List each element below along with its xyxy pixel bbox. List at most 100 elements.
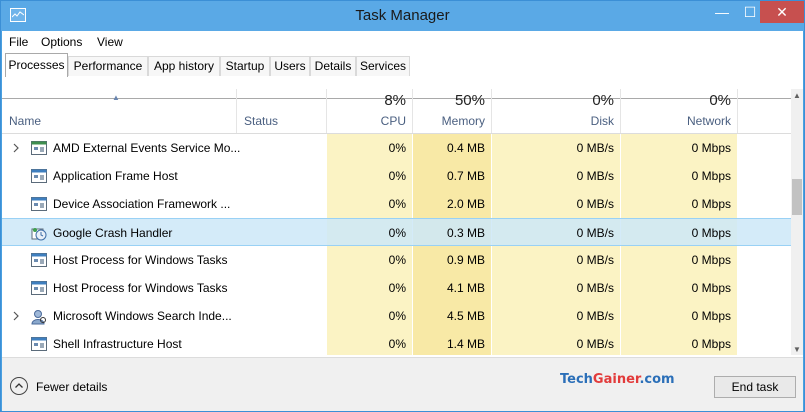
task-manager-app-icon[interactable] <box>10 8 26 22</box>
process-memory-value: 0.7 MB <box>446 169 485 183</box>
process-cpu-value: 0% <box>388 253 406 267</box>
process-disk-value: 0 MB/s <box>576 141 614 155</box>
process-cpu-value: 0% <box>388 169 406 183</box>
process-network-value: 0 Mbps <box>691 253 731 267</box>
expand-chevron-icon[interactable] <box>12 310 20 321</box>
close-button[interactable]: ✕ <box>760 1 804 23</box>
process-disk-value: 0 MB/s <box>576 197 614 211</box>
footer-bar: Fewer details TechGainer.com End task <box>2 357 803 411</box>
process-memory-value: 4.1 MB <box>446 281 485 295</box>
process-network-value: 0 Mbps <box>691 281 731 295</box>
column-separator <box>737 89 738 133</box>
title-bar[interactable]: Task Manager — ☐ ✕ <box>1 1 804 31</box>
process-row[interactable]: Host Process for Windows Tasks 0% 4.1 MB 0 … <box>2 274 791 302</box>
sort-ascending-icon: ▲ <box>112 93 120 102</box>
column-separator <box>491 89 492 133</box>
process-name: Host Process for Windows Tasks <box>53 253 228 267</box>
end-task-button[interactable]: End task <box>714 376 796 398</box>
tab-app-history[interactable]: App history <box>148 56 220 76</box>
process-disk-value: 0 MB/s <box>576 169 614 183</box>
search-indexer-icon <box>31 309 47 325</box>
scroll-down-arrow-icon[interactable]: ▼ <box>793 345 801 354</box>
column-separator <box>620 89 621 133</box>
expand-chevron-icon[interactable] <box>12 142 20 153</box>
column-header: ▲ Name Status 8% CPU 50% Memory 0% Disk <box>2 89 791 134</box>
process-row[interactable]: AMD External Events Service Mo... 0% 0.4 M… <box>2 134 791 162</box>
process-row[interactable]: Google Crash Handler 0% 0.3 MB 0 MB/s 0 Mbps <box>2 218 791 246</box>
tab-processes[interactable]: Processes <box>5 53 68 77</box>
process-name: Host Process for Windows Tasks <box>53 281 228 295</box>
scroll-up-arrow-icon[interactable]: ▲ <box>793 91 801 100</box>
process-row[interactable]: Host Process for Windows Tasks 0% 0.9 MB 0 … <box>2 246 791 274</box>
app-window-icon <box>31 281 47 295</box>
status-column-label: Status <box>244 114 279 128</box>
process-disk-value: 0 MB/s <box>576 337 614 351</box>
minimize-button[interactable]: — <box>715 4 729 20</box>
scrollbar-thumb[interactable] <box>792 179 802 215</box>
app-window-icon <box>31 169 47 183</box>
fewer-details-icon[interactable] <box>10 377 28 395</box>
tab-users[interactable]: Users <box>270 56 310 76</box>
tab-startup[interactable]: Startup <box>220 56 270 76</box>
cpu-column-label: CPU <box>380 114 406 128</box>
process-disk-value: 0 MB/s <box>576 253 614 267</box>
process-cpu-value: 0% <box>388 281 406 295</box>
process-cpu-value: 0% <box>388 226 406 240</box>
column-separator <box>326 89 327 133</box>
menu-view[interactable]: View <box>97 35 123 49</box>
process-row[interactable]: Microsoft Windows Search Inde... 0% 4.5 MB… <box>2 302 791 330</box>
menu-options[interactable]: Options <box>41 35 83 49</box>
menu-file[interactable]: File <box>9 35 29 49</box>
process-network-value: 0 Mbps <box>691 309 731 323</box>
process-name: AMD External Events Service Mo... <box>53 141 241 155</box>
tab-performance[interactable]: Performance <box>68 56 148 76</box>
watermark-com: .com <box>639 372 675 387</box>
column-separator <box>236 89 237 133</box>
vertical-scrollbar[interactable]: ▲ ▼ <box>791 89 803 355</box>
process-memory-value: 0.4 MB <box>446 141 485 155</box>
process-list: AMD External Events Service Mo... 0% 0.4 M… <box>2 134 791 355</box>
process-memory-value: 0.3 MB <box>446 226 485 240</box>
process-row[interactable]: Shell Infrastructure Host 0% 1.4 MB 0 MB/s 0… <box>2 330 791 355</box>
watermark-tech: Tech <box>560 372 593 387</box>
process-cpu-value: 0% <box>388 141 406 155</box>
app-window-icon <box>31 337 47 351</box>
process-memory-value: 2.0 MB <box>446 197 485 211</box>
network-total-percent: 0% <box>709 92 731 109</box>
process-name: Shell Infrastructure Host <box>53 337 182 351</box>
tab-services[interactable]: Services <box>356 56 410 76</box>
process-memory-value: 0.9 MB <box>446 253 485 267</box>
tab-strip: Processes Performance App history Startu… <box>2 53 803 99</box>
name-column-header[interactable]: ▲ Name <box>2 89 236 133</box>
process-row[interactable]: Device Association Framework ... 0% 2.0 MB… <box>2 190 791 218</box>
disk-column-header[interactable]: 0% Disk <box>492 89 620 133</box>
network-column-label: Network <box>686 114 731 128</box>
process-cpu-value: 0% <box>388 337 406 351</box>
status-column-header[interactable]: Status <box>237 89 326 133</box>
memory-column-header[interactable]: 50% Memory <box>413 89 491 133</box>
process-row[interactable]: Application Frame Host 0% 0.7 MB 0 MB/s 0 Mb… <box>2 162 791 190</box>
column-separator <box>412 89 413 133</box>
name-column-label: Name <box>9 114 42 128</box>
techgainer-watermark: TechGainer.com <box>560 372 675 387</box>
process-name: Microsoft Windows Search Inde... <box>53 309 232 323</box>
cpu-column-header[interactable]: 8% CPU <box>327 89 412 133</box>
crash-handler-icon <box>31 226 47 241</box>
process-network-value: 0 Mbps <box>691 141 731 155</box>
cpu-total-percent: 8% <box>384 92 406 109</box>
process-disk-value: 0 MB/s <box>576 226 614 240</box>
process-name: Application Frame Host <box>53 169 178 183</box>
maximize-button[interactable]: ☐ <box>743 4 757 20</box>
memory-total-percent: 50% <box>454 92 485 109</box>
window-title: Task Manager <box>355 7 450 24</box>
process-cpu-value: 0% <box>388 309 406 323</box>
network-column-header[interactable]: 0% Network <box>621 89 737 133</box>
process-name: Device Association Framework ... <box>53 197 231 211</box>
fewer-details-link[interactable]: Fewer details <box>36 380 108 394</box>
process-network-value: 0 Mbps <box>691 169 731 183</box>
process-network-value: 0 Mbps <box>691 337 731 351</box>
client-area: File Options View Processes Performance … <box>2 31 803 411</box>
process-network-value: 0 Mbps <box>691 197 731 211</box>
tab-details[interactable]: Details <box>310 56 356 76</box>
